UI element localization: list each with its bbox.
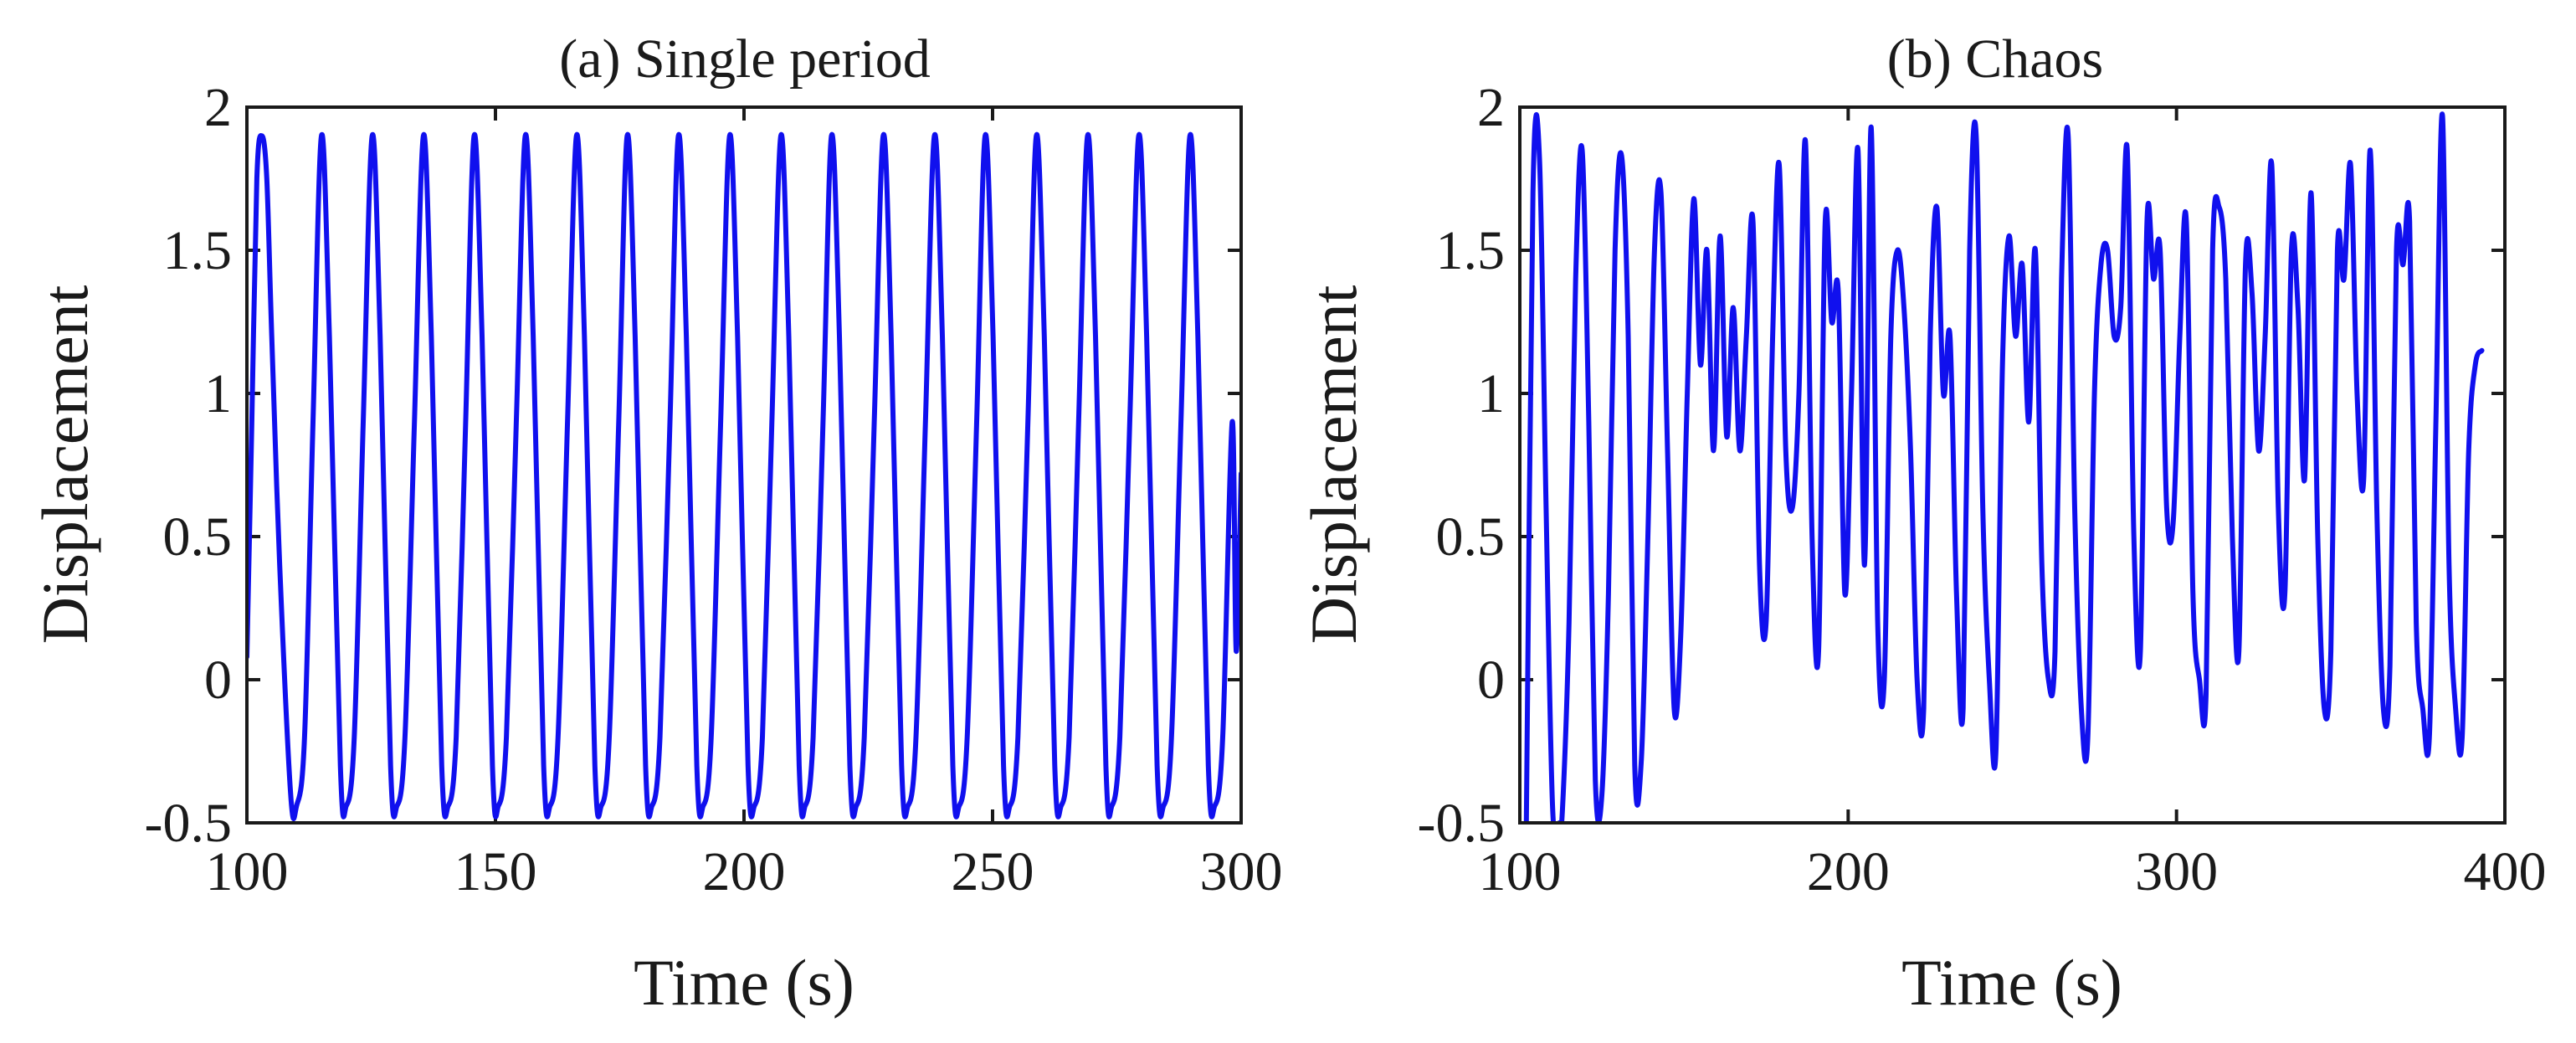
x-tick-label: 200 bbox=[1807, 841, 1890, 902]
x-tick-label: 100 bbox=[1479, 841, 1562, 902]
y-tick-label: 2 bbox=[204, 77, 232, 138]
y-tick-label: 1 bbox=[1477, 363, 1505, 424]
y-tick-label: 1.5 bbox=[163, 220, 233, 281]
x-tick-label: 300 bbox=[1200, 841, 1283, 902]
x-tick-label: 300 bbox=[2135, 841, 2218, 902]
plot-frame bbox=[1518, 105, 2507, 825]
x-axis-label: Time (s) bbox=[1901, 946, 2122, 1019]
y-tick-label: 0.5 bbox=[163, 506, 233, 568]
x-tick-label: 250 bbox=[952, 841, 1034, 902]
y-tick-label: -0.5 bbox=[1418, 793, 1505, 854]
data-series-line bbox=[247, 131, 1241, 821]
y-tick-label: 0 bbox=[204, 650, 232, 711]
x-tick-label: 400 bbox=[2464, 841, 2547, 902]
y-tick-label: -0.5 bbox=[145, 793, 232, 854]
chart-title: (a) Single period bbox=[559, 28, 931, 90]
x-tick-labels: 100 150 200 250 300 bbox=[206, 841, 1283, 902]
y-axis-label: Displacement bbox=[28, 285, 101, 644]
x-tick-labels: 100 200 300 400 bbox=[1479, 841, 2547, 902]
y-tick-label: 1.5 bbox=[1436, 220, 1506, 281]
data-series-line bbox=[1523, 111, 2485, 823]
y-tick-label: 2 bbox=[1477, 77, 1505, 138]
y-tick-labels: -0.5 0 0.5 1 1.5 2 bbox=[145, 77, 232, 854]
x-tick-label: 150 bbox=[454, 841, 537, 902]
plot-frame bbox=[245, 105, 1243, 825]
y-axis-label: Displacement bbox=[1297, 285, 1370, 644]
chart-title: (b) Chaos bbox=[1887, 28, 2103, 90]
y-tick-labels: -0.5 0 0.5 1 1.5 2 bbox=[1418, 77, 1505, 854]
x-axis-label: Time (s) bbox=[634, 946, 854, 1019]
chart-panel-b: (b) Chaos -0.5 0 0.5 1 1.5 2 100 200 300 400 Tim… bbox=[1297, 28, 2547, 1019]
y-tick-label: 0 bbox=[1477, 650, 1505, 711]
chart-panel-a: (a) Single period -0.5 0 0.5 1 1.5 2 100 150 20… bbox=[28, 28, 1283, 1019]
y-tick-label: 0.5 bbox=[1436, 506, 1506, 568]
x-tick-label: 100 bbox=[206, 841, 289, 902]
y-tick-label: 1 bbox=[204, 363, 232, 424]
x-tick-label: 200 bbox=[703, 841, 786, 902]
